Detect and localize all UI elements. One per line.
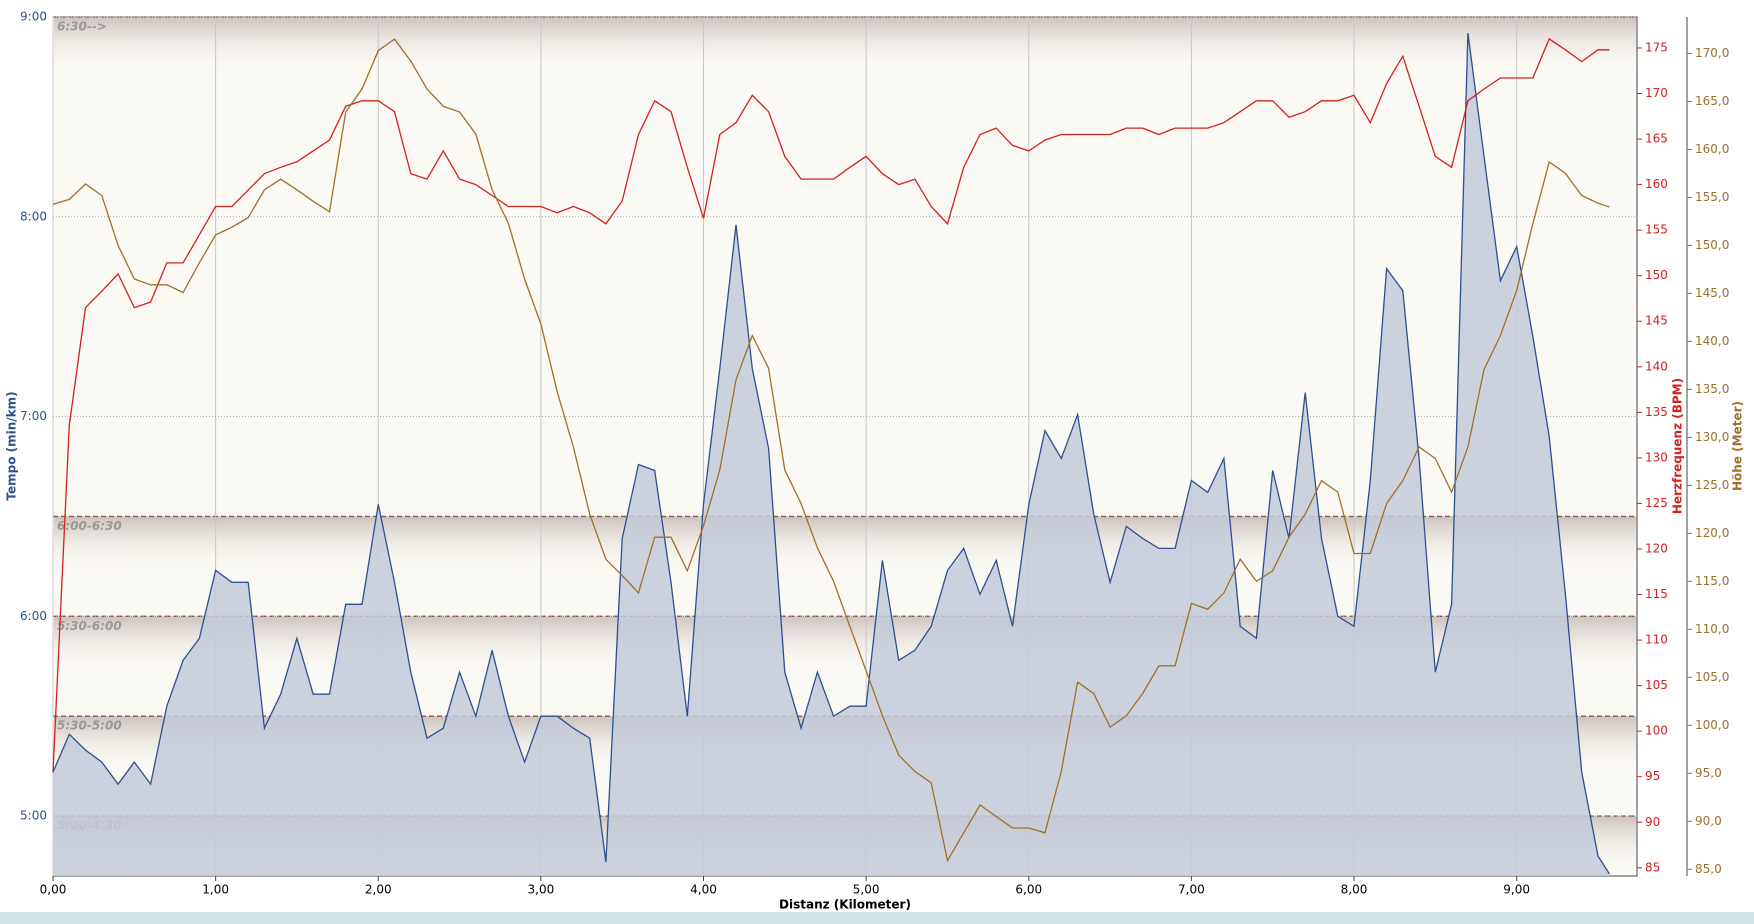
y2-tick-label: 165 [1645,132,1668,146]
zone-label: 5:30-6:00 [57,619,122,633]
y2-tick-label: 120 [1645,541,1668,555]
y-tick-label: 5:00 [20,809,47,823]
x-tick-label: 5,00 [853,883,880,897]
y2-tick-label: 160 [1645,177,1668,191]
y3-axis-title: Höhe (Meter) [1731,401,1745,491]
y2-tick-label: 175 [1645,40,1668,54]
x-tick-label: 3,00 [528,883,555,897]
x-tick-label: 8,00 [1341,883,1368,897]
x-tick-label: 9,00 [1503,883,1530,897]
x-tick-label: 6,00 [1015,883,1042,897]
y2-tick-label: 90 [1645,815,1660,829]
area [53,33,1610,876]
y3-tick-label: 100,0 [1695,718,1729,732]
y3-tick-label: 105,0 [1695,670,1729,684]
y2-tick-label: 100 [1645,724,1668,738]
y3-tick-label: 145,0 [1695,286,1729,300]
zone-label: 6:30--> [57,20,107,34]
y-tick-label: 8:00 [20,209,47,223]
y3-tick-label: 115,0 [1695,574,1729,588]
y3-tick-label: 165,0 [1695,94,1729,108]
x-axis-title: Distanz (Kilometer) [779,898,911,912]
y2-tick-label: 145 [1645,314,1668,328]
y3-tick-label: 95,0 [1695,766,1722,780]
zone-label: 5:30-5:00 [57,719,122,733]
zone-band [54,17,1636,69]
y2-tick-label: 115 [1645,587,1668,601]
y-tick-label: 6:00 [20,609,47,623]
y2-tick-label: 95 [1645,769,1660,783]
y3-tick-label: 120,0 [1695,526,1729,540]
zone-label: 6:00-6:30 [57,519,122,533]
y3-tick-label: 150,0 [1695,238,1729,252]
y3-tick-label: 160,0 [1695,142,1729,156]
y-tick-label: 7:00 [20,409,47,423]
y3-tick-label: 125,0 [1695,478,1729,492]
line [52,38,1610,863]
line [52,37,1610,773]
y2-tick-label: 135 [1645,405,1668,419]
y-tick-label: 9:00 [20,10,47,24]
x-tick-label: 7,00 [1178,883,1205,897]
y2-tick-label: 110 [1645,633,1668,647]
y3-tick-label: 130,0 [1695,430,1729,444]
y2-tick-label: 140 [1645,359,1668,373]
x-tick-label: 1,00 [202,883,229,897]
y3-tick-label: 140,0 [1695,334,1729,348]
y3-tick-label: 170,0 [1695,46,1729,60]
x-tick-label: 4,00 [690,883,717,897]
y3-tick-label: 155,0 [1695,190,1729,204]
line [52,32,1610,875]
y2-tick-label: 150 [1645,268,1668,282]
y2-tick-label: 170 [1645,86,1668,100]
y2-tick-label: 130 [1645,450,1668,464]
x-tick-label: 0,00 [40,883,67,897]
y2-tick-label: 155 [1645,223,1668,237]
y2-tick-label: 105 [1645,678,1668,692]
y3-tick-label: 110,0 [1695,622,1729,636]
y3-tick-label: 90,0 [1695,814,1722,828]
y3-tick-label: 85,0 [1695,862,1722,876]
y3-tick-label: 135,0 [1695,382,1729,396]
y-axis-title: Tempo (min/km) [5,391,19,500]
y2-axis-title: Herzfrequenz (BPM) [1671,378,1685,514]
y2-tick-label: 85 [1645,860,1660,874]
bottom-strip [0,912,1754,924]
x-tick-label: 2,00 [365,883,392,897]
y2-tick-label: 125 [1645,496,1668,510]
